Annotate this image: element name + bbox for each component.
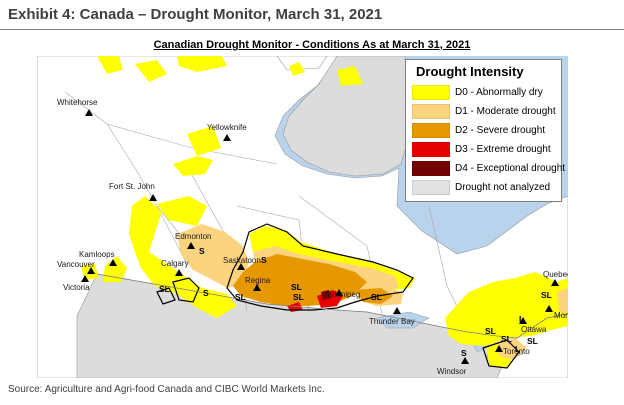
city-ottawa: Ottawa xyxy=(519,317,547,334)
map-canvas: Whitehorse Yellowknife Fort St. John Edm… xyxy=(37,56,568,378)
city-toronto: Toronto xyxy=(495,345,530,356)
city-markers: Whitehorse Yellowknife Fort St. John Edm… xyxy=(57,98,568,376)
impact-label-l: L xyxy=(519,314,524,324)
legend-swatch-d1 xyxy=(412,104,450,119)
legend-item-d3: D3 - Extreme drought xyxy=(412,140,561,159)
legend-swatch-not-analyzed xyxy=(412,180,450,195)
source-note: Source: Agriculture and Agri-food Canada… xyxy=(8,384,325,395)
impact-label-s: S xyxy=(199,246,205,256)
city-label-whitehorse: Whitehorse xyxy=(57,98,98,107)
legend-swatch-d0 xyxy=(412,85,450,100)
legend-label-d0: D0 - Abnormally dry xyxy=(455,87,543,98)
city-fort-st-john: Fort St. John xyxy=(109,182,157,201)
impact-label-sl: SL xyxy=(291,282,302,292)
legend-label-d3: D3 - Extreme drought xyxy=(455,144,551,155)
impact-label-sl: SL xyxy=(293,292,304,302)
drought-map: Whitehorse Yellowknife Fort St. John Edm… xyxy=(37,56,568,378)
city-label-winnipeg: Winnipeg xyxy=(327,290,360,299)
city-label-victoria: Victoria xyxy=(63,283,90,292)
legend-swatch-d3 xyxy=(412,142,450,157)
city-windsor: Windsor xyxy=(437,357,469,376)
city-label-toronto: Toronto xyxy=(503,347,530,356)
city-label-calgary: Calgary xyxy=(161,259,189,268)
city-label-thunder-bay: Thunder Bay xyxy=(369,317,415,326)
city-label-edmonton: Edmonton xyxy=(175,232,211,241)
legend-item-d4: D4 - Exceptional drought xyxy=(412,159,565,178)
impact-label-s: S xyxy=(261,255,267,265)
city-whitehorse: Whitehorse xyxy=(57,98,98,116)
city-montreal: Mon xyxy=(545,305,568,320)
city-label-regina: Regina xyxy=(245,276,271,285)
city-label-kamloops: Kamloops xyxy=(79,250,115,259)
city-saskatoon: Saskatoon xyxy=(223,256,261,270)
legend-swatch-d2 xyxy=(412,123,450,138)
city-vancouver: Vancouver xyxy=(57,260,95,274)
city-label-yellowknife: Yellowknife xyxy=(207,123,247,132)
legend-title: Drought Intensity xyxy=(416,64,524,79)
impact-label-l: L xyxy=(515,344,520,354)
legend-label-d1: D1 - Moderate drought xyxy=(455,106,556,117)
legend-swatch-d4 xyxy=(412,161,450,176)
city-label-ottawa: Ottawa xyxy=(521,325,547,334)
city-label-fort-st-john: Fort St. John xyxy=(109,182,155,191)
legend-label-d4: D4 - Exceptional drought xyxy=(455,163,566,174)
legend-label-not-analyzed: Drought not analyzed xyxy=(455,182,551,193)
city-regina: Regina xyxy=(245,276,271,291)
legend-item-d2: D2 - Severe drought xyxy=(412,121,561,140)
city-kamloops: Kamloops xyxy=(79,250,117,266)
city-victoria: Victoria xyxy=(63,275,90,292)
legend-label-d2: D2 - Severe drought xyxy=(455,125,546,136)
impact-label-sl: SL xyxy=(159,284,170,294)
city-calgary: Calgary xyxy=(161,259,189,276)
impact-label-s: S xyxy=(203,288,209,298)
city-label-windsor: Windsor xyxy=(437,367,467,376)
city-quebec: Quebec xyxy=(543,270,568,286)
impact-label-sl: SL xyxy=(235,292,246,302)
city-label-quebec: Quebec xyxy=(543,270,568,279)
title-divider xyxy=(0,29,624,30)
legend-item-d0: D0 - Abnormally dry xyxy=(412,83,561,102)
impact-label-sl: SL xyxy=(371,292,382,302)
city-label-vancouver: Vancouver xyxy=(57,260,95,269)
city-winnipeg: Winnipeg xyxy=(327,289,360,299)
city-yellowknife: Yellowknife xyxy=(207,123,247,141)
city-label-montreal: Mon xyxy=(554,311,568,320)
map-legend: Drought Intensity D0 - Abnormally dry D1… xyxy=(405,59,565,202)
impact-label-sl: SL xyxy=(485,326,496,336)
us-canada-border xyxy=(96,273,568,339)
impact-label-sl: SL xyxy=(527,336,538,346)
exhibit-title: Exhibit 4: Canada – Drought Monitor, Mar… xyxy=(8,6,383,23)
impact-label-sl: SL xyxy=(541,290,552,300)
city-edmonton: Edmonton xyxy=(175,232,211,249)
drought-impact-outline xyxy=(156,223,520,369)
impact-labels: S S S SL SL SL SL SL SL SL SL SL S L L xyxy=(159,246,552,358)
legend-item-not-analyzed: Drought not analyzed xyxy=(412,178,561,197)
legend-item-d1: D1 - Moderate drought xyxy=(412,102,561,121)
map-title: Canadian Drought Monitor - Conditions As… xyxy=(153,39,471,51)
d4-exceptional-drought-areas xyxy=(321,290,331,300)
city-thunder-bay: Thunder Bay xyxy=(369,307,415,326)
city-label-saskatoon: Saskatoon xyxy=(223,256,261,265)
impact-label-sl: SL xyxy=(501,334,512,344)
impact-label-s: S xyxy=(461,348,467,358)
